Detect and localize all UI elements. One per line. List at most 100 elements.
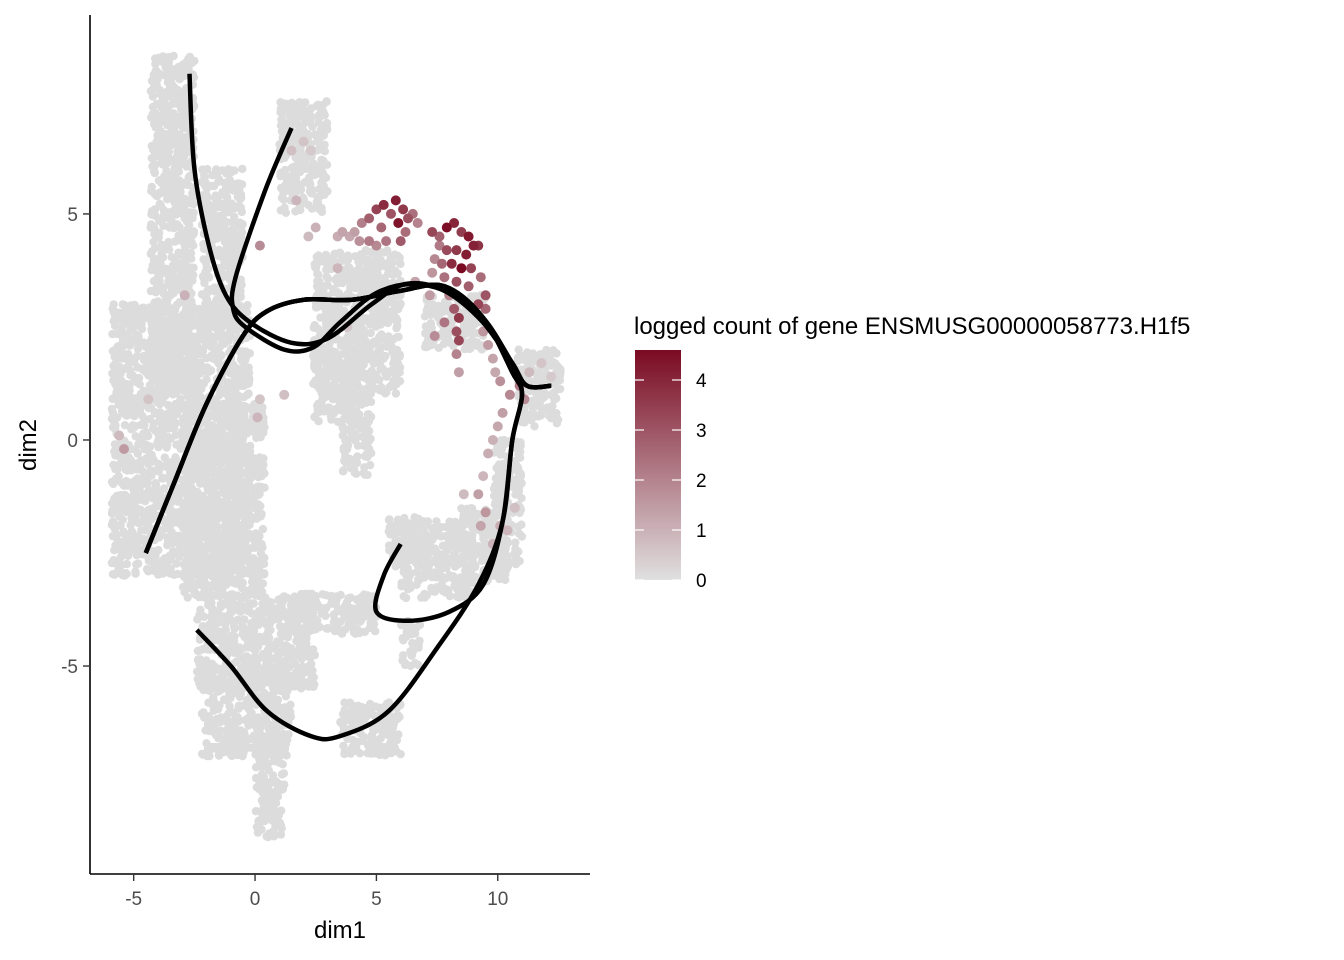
cell-point: [210, 539, 220, 548]
cell-point: [211, 191, 220, 200]
cell-point: [350, 383, 359, 392]
cell-point: [236, 275, 245, 285]
cell-point: [381, 351, 390, 361]
cell-point: [293, 155, 302, 164]
cell-point: [313, 324, 323, 334]
cell-point: [133, 312, 142, 321]
cell-point: [164, 183, 173, 192]
cell-point: [212, 295, 221, 304]
cell-point: [140, 417, 149, 426]
cell-point: [199, 240, 208, 249]
cell-point: [323, 405, 333, 414]
cell-point: [193, 464, 203, 473]
cell-point: [242, 451, 252, 460]
cell-point: [132, 352, 141, 361]
cell-point: [117, 560, 127, 569]
cell-point: [214, 245, 224, 255]
cell-point: [211, 576, 221, 585]
cell-point: [223, 389, 232, 398]
cell-point: [188, 452, 198, 461]
cell-point: [114, 395, 123, 405]
cell-point: [172, 559, 181, 568]
cell-point: [190, 558, 199, 567]
cell-point: [171, 453, 180, 462]
cell-point: [147, 450, 156, 460]
cell-point: [189, 227, 199, 236]
cell-point: [339, 424, 348, 433]
cell-point: [251, 485, 260, 494]
cell-point: [152, 80, 161, 90]
cell-point: [366, 389, 375, 398]
cell-point: [119, 406, 128, 415]
cell-point: [159, 206, 169, 215]
cell-point: [185, 309, 195, 319]
cell-point: [372, 370, 381, 380]
cell-point: [343, 255, 353, 264]
cell-point: [211, 505, 220, 515]
cell-point: [364, 410, 373, 419]
cell-point: [489, 484, 499, 493]
cell-point: [238, 569, 247, 579]
cell-point: [523, 348, 532, 357]
cell-point: [150, 302, 160, 311]
cell-point: [217, 351, 226, 360]
cell-point: [209, 201, 218, 210]
cell-point: [139, 351, 148, 361]
cell-point: [313, 100, 323, 110]
cell-point: [202, 191, 211, 200]
cell-point: [182, 488, 191, 498]
cell-point: [259, 559, 269, 568]
cell-point: [133, 537, 143, 547]
cell-point: [115, 491, 125, 500]
cell-point: [164, 380, 173, 389]
cell-point: [352, 458, 362, 468]
cell-point: [170, 531, 180, 540]
cell-point: [151, 481, 161, 491]
cell-point: [370, 269, 379, 279]
cell-point: [147, 565, 157, 574]
cell-point: [546, 350, 556, 359]
cell-point: [389, 270, 398, 280]
cell-point: [140, 537, 149, 546]
cell-point: [113, 367, 122, 376]
cell-point: [373, 348, 382, 357]
cell-point: [155, 69, 164, 79]
cell-point: [346, 463, 356, 473]
cell-point: [515, 529, 524, 538]
cell-point: [244, 590, 253, 600]
cell-point: [236, 203, 245, 212]
cell-point: [230, 533, 240, 542]
cell-point: [204, 272, 213, 281]
cell-point: [182, 196, 191, 205]
cell-point: [120, 365, 129, 374]
cell-point: [341, 451, 350, 461]
cell-point: [396, 259, 405, 269]
cell-point: [139, 311, 149, 320]
cell-point: [319, 376, 328, 385]
cell-point: [209, 559, 218, 569]
cell-point: [229, 380, 238, 389]
cell-point: [339, 467, 348, 476]
cell-point: [150, 168, 159, 178]
cell-point: [130, 511, 139, 521]
cell-point: [356, 337, 365, 346]
cell-point: [219, 199, 228, 208]
cell-point: [353, 366, 362, 375]
cell-point: [546, 361, 555, 370]
cell-point: [188, 567, 198, 576]
cell-point: [260, 469, 269, 478]
cell-point: [147, 154, 156, 163]
cell-point: [184, 473, 194, 483]
cell-point: [225, 406, 234, 415]
cell-point: [392, 323, 401, 333]
cell-point: [539, 393, 549, 402]
cell-point: [352, 283, 362, 292]
cell-point: [501, 439, 510, 448]
cell-point: [132, 477, 142, 486]
cell-point: [157, 319, 167, 328]
cell-point: [170, 515, 180, 524]
cell-point: [185, 525, 194, 534]
cell-point: [548, 410, 557, 419]
cell-point: [198, 165, 207, 174]
cell-point: [206, 524, 215, 533]
